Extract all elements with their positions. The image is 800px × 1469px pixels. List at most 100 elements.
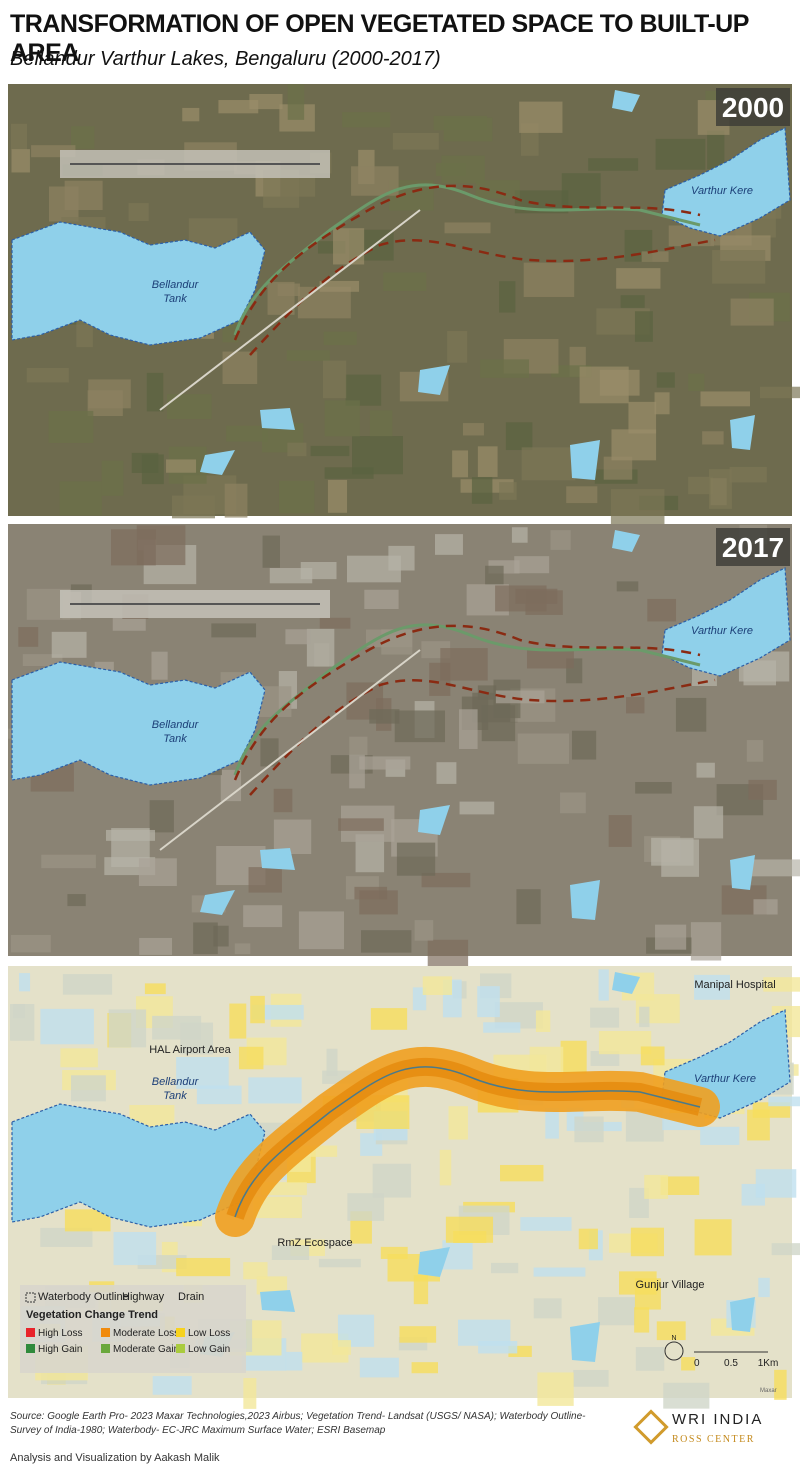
patch bbox=[535, 1010, 551, 1032]
patch bbox=[774, 1369, 787, 1400]
patch bbox=[500, 1164, 544, 1182]
patch bbox=[442, 1240, 473, 1270]
patch bbox=[590, 1007, 620, 1028]
field bbox=[26, 367, 69, 383]
field bbox=[444, 222, 491, 234]
field bbox=[516, 889, 541, 925]
patch bbox=[635, 1347, 665, 1371]
patch bbox=[40, 1008, 94, 1045]
field bbox=[278, 480, 315, 514]
field bbox=[588, 158, 639, 171]
patch bbox=[238, 1046, 264, 1070]
legend-swatch bbox=[176, 1328, 185, 1337]
field bbox=[11, 149, 30, 173]
field bbox=[675, 697, 707, 732]
corridor-outline bbox=[249, 678, 716, 796]
legend-key bbox=[25, 1292, 36, 1303]
field bbox=[519, 101, 563, 133]
patch bbox=[62, 974, 113, 995]
legend-outline: Drain bbox=[178, 1291, 204, 1303]
field bbox=[322, 360, 347, 399]
legend-swatch bbox=[26, 1344, 35, 1353]
field bbox=[688, 476, 714, 495]
patch bbox=[598, 969, 609, 1001]
year-label: 2017 bbox=[722, 532, 784, 563]
field bbox=[690, 922, 722, 961]
field bbox=[729, 466, 767, 483]
logo-text: ROSS CENTER bbox=[672, 1434, 755, 1445]
field bbox=[59, 481, 102, 516]
field bbox=[365, 629, 413, 648]
lake-label: Bellandur bbox=[152, 719, 200, 731]
field bbox=[447, 331, 468, 363]
field bbox=[394, 710, 446, 743]
patch bbox=[64, 1209, 111, 1232]
scale-label: 0.5 bbox=[724, 1358, 738, 1369]
patch bbox=[253, 1196, 302, 1219]
scale-label: 1Km bbox=[758, 1358, 779, 1369]
field bbox=[433, 115, 488, 131]
field bbox=[193, 922, 218, 955]
patch bbox=[478, 1340, 518, 1354]
patch bbox=[285, 1351, 303, 1371]
patch bbox=[483, 1022, 521, 1033]
place-label: HAL Airport Area bbox=[149, 1044, 231, 1056]
patch bbox=[250, 995, 265, 1024]
field bbox=[149, 800, 174, 833]
patch bbox=[630, 1227, 664, 1257]
field bbox=[349, 754, 365, 789]
patch bbox=[537, 1372, 574, 1406]
legend-swatch bbox=[101, 1344, 110, 1353]
lake-label: Varthur Kere bbox=[694, 1073, 756, 1085]
field bbox=[41, 854, 96, 869]
field bbox=[112, 618, 146, 631]
patch bbox=[694, 1219, 732, 1256]
field bbox=[22, 654, 63, 667]
field bbox=[655, 924, 687, 950]
patch bbox=[347, 1193, 385, 1221]
source: Source: Google Earth Pro- 2023 Maxar Tec… bbox=[10, 1411, 586, 1436]
field bbox=[459, 709, 478, 749]
field bbox=[360, 930, 412, 953]
patch bbox=[619, 1271, 657, 1295]
field bbox=[603, 456, 633, 480]
field bbox=[324, 400, 360, 437]
field bbox=[392, 132, 439, 150]
field bbox=[319, 617, 351, 629]
field bbox=[523, 262, 575, 297]
field bbox=[421, 872, 471, 888]
field bbox=[151, 651, 168, 680]
trend-map: Manipal Hospital HAL Airport Area RmZ Ecos… bbox=[8, 966, 800, 1409]
field bbox=[628, 401, 657, 434]
field bbox=[440, 648, 488, 681]
field bbox=[88, 379, 131, 409]
patch bbox=[271, 1245, 310, 1260]
field bbox=[748, 779, 777, 800]
year-box bbox=[716, 528, 790, 566]
field bbox=[327, 479, 348, 513]
field bbox=[560, 792, 586, 814]
patch bbox=[663, 1382, 710, 1409]
patch bbox=[326, 1048, 338, 1076]
patch bbox=[248, 1077, 302, 1104]
field bbox=[211, 623, 257, 638]
field bbox=[286, 350, 330, 361]
field bbox=[651, 837, 694, 866]
patch bbox=[700, 1126, 740, 1145]
field bbox=[248, 867, 282, 893]
patch bbox=[40, 1227, 93, 1247]
basemap-credit: Maxar bbox=[760, 1388, 777, 1394]
year-label: 2000 bbox=[722, 92, 784, 123]
field bbox=[505, 422, 533, 451]
patch bbox=[560, 1040, 587, 1074]
field bbox=[396, 842, 436, 876]
field bbox=[262, 535, 280, 568]
field bbox=[171, 495, 215, 519]
field bbox=[48, 410, 94, 444]
field bbox=[656, 372, 675, 388]
lake-label: Bellandur bbox=[152, 279, 200, 291]
field bbox=[166, 394, 212, 420]
patch bbox=[439, 1149, 452, 1186]
patch bbox=[60, 1048, 98, 1068]
field bbox=[338, 818, 384, 831]
